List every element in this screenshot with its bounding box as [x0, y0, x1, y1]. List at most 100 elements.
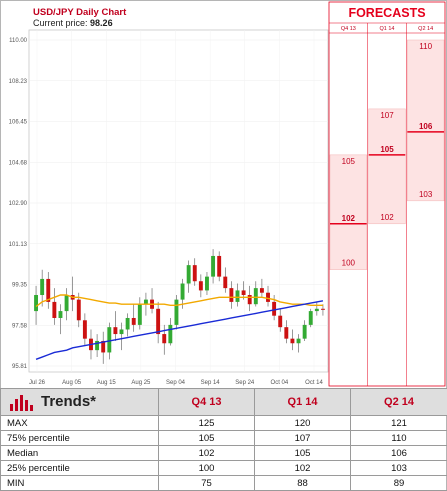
- x-tick-label: Sep 24: [235, 380, 255, 386]
- grid-lines: [29, 30, 328, 372]
- candle-body: [308, 311, 313, 325]
- candle-body: [247, 295, 252, 305]
- candle-body: [113, 327, 118, 335]
- y-tick-label: 108.23: [9, 79, 28, 85]
- trends-table: Trends* Q4 13 Q1 14 Q2 14 MAX 125 120 12…: [0, 388, 447, 491]
- candle-body: [125, 317, 130, 330]
- candle-body: [229, 288, 234, 302]
- table-cell: 106: [350, 445, 447, 461]
- candle-body: [320, 308, 325, 310]
- row-label: 75% percentile: [0, 430, 159, 446]
- candle-body: [40, 278, 45, 296]
- forecast-column-label: Q4 13: [341, 26, 356, 32]
- table-cell: 88: [254, 475, 351, 491]
- trends-title: Trends*: [41, 393, 97, 411]
- table-cell: 105: [254, 445, 351, 461]
- table-row: 75% percentile 105 107 110: [0, 430, 447, 446]
- candle-body: [223, 276, 228, 289]
- bar-chart-icon: [10, 394, 33, 411]
- forecast-min-label: 102: [380, 213, 394, 222]
- candle-body: [272, 301, 277, 316]
- trends-col-q1-14: Q1 14: [254, 388, 351, 416]
- candle-body: [52, 301, 57, 318]
- x-tick-label: Oct 04: [271, 380, 289, 386]
- row-label: 25% percentile: [0, 460, 159, 476]
- y-tick-label: 99.35: [12, 283, 28, 289]
- candle-body: [131, 317, 136, 325]
- x-tick-label: Aug 25: [131, 380, 151, 386]
- moving-average-short-line: [35, 294, 323, 308]
- table-row: MIN 75 88 89: [0, 475, 447, 491]
- candle-body: [192, 265, 197, 282]
- table-cell: 75: [158, 475, 255, 491]
- forecast-median-label: 102: [342, 214, 356, 223]
- x-tick-label: Jul 26: [29, 380, 46, 386]
- table-cell: 89: [350, 475, 447, 491]
- moving-average-long-line: [35, 300, 324, 360]
- candle-body: [284, 327, 289, 339]
- y-tick-label: 97.58: [12, 323, 28, 329]
- candle-body: [278, 315, 283, 328]
- y-axis: 110.00 108.23 106.45 104.68 102.90 101.13 99.3…: [9, 38, 28, 370]
- candle-body: [259, 288, 264, 293]
- current-price-line: Current price: 98.26: [33, 18, 113, 28]
- y-tick-label: 95.81: [12, 364, 28, 370]
- candle-body: [205, 276, 209, 291]
- candle-body: [302, 324, 307, 339]
- candle-body: [174, 299, 179, 325]
- x-tick-label: Aug 05: [62, 380, 82, 386]
- trends-table-wrapper: Trends* Q4 13 Q1 14 Q2 14 MAX 125 120 12…: [0, 388, 447, 491]
- candle-body: [76, 299, 81, 321]
- forecast-max-label: 110: [419, 42, 432, 51]
- forecast-min-label: 103: [419, 190, 433, 199]
- candle-body: [253, 288, 258, 305]
- forecast-column-label: Q2 14: [418, 26, 433, 32]
- price-chart: 110.00 108.23 106.45 104.68 102.90 101.13 99.3…: [9, 1, 446, 387]
- candle-body: [241, 290, 246, 296]
- table-cell: 100: [158, 460, 255, 476]
- forecast-band: [329, 154, 367, 270]
- trends-title-cell: Trends*: [0, 388, 159, 416]
- trends-col-q2-14: Q2 14: [350, 388, 447, 416]
- candle-body: [143, 299, 148, 305]
- x-axis: Jul 26 Aug 05 Aug 15 Aug 25 Sep 04 Sep 14 Sep …: [29, 380, 324, 386]
- candle-body: [58, 311, 63, 318]
- table-cell: 103: [350, 460, 447, 476]
- moving-averages: [35, 294, 324, 360]
- chart-title: USD/JPY Daily Chart: [33, 7, 127, 18]
- forecast-median-label: 105: [380, 145, 394, 154]
- candle-body: [266, 292, 270, 302]
- candle-body: [95, 340, 100, 351]
- candle-body: [107, 327, 112, 353]
- candle-body: [180, 283, 185, 300]
- row-label: Median: [0, 445, 159, 461]
- current-price-value: 98.26: [90, 18, 113, 28]
- forecast-max-label: 105: [342, 157, 356, 166]
- table-cell: 102: [254, 460, 351, 476]
- table-row: MAX 125 120 121: [0, 415, 447, 431]
- table-row: Median 102 105 106: [0, 445, 447, 461]
- candle-body: [119, 329, 124, 335]
- forecast-median-label: 106: [419, 122, 433, 131]
- table-cell: 105: [158, 430, 255, 446]
- forecast-max-label: 107: [380, 111, 394, 120]
- trends-col-q4-13: Q4 13: [158, 388, 255, 416]
- x-tick-label: Sep 14: [201, 380, 221, 386]
- y-tick-label: 106.45: [9, 120, 28, 126]
- candle-body: [46, 278, 51, 302]
- y-tick-label: 101.13: [9, 242, 28, 248]
- candle-body: [290, 338, 295, 344]
- candle-body: [137, 304, 142, 325]
- row-label: MIN: [0, 475, 159, 491]
- forecast-band: [407, 39, 445, 202]
- forecast-column-label: Q1 14: [380, 26, 395, 32]
- y-tick-label: 104.68: [9, 160, 28, 166]
- forecast-heading: FORECASTS: [348, 6, 425, 20]
- trends-header-row: Trends* Q4 13 Q1 14 Q2 14: [0, 388, 447, 416]
- forecast-columns: Q4 13 105 102 100 Q1 14 107 105 102 Q2 14 110 106 1…: [329, 23, 445, 386]
- table-cell: 121: [350, 415, 447, 431]
- plot-area: [28, 29, 329, 373]
- candle-body: [34, 295, 39, 312]
- forecast-band: [368, 108, 406, 225]
- candlesticks: [34, 249, 325, 364]
